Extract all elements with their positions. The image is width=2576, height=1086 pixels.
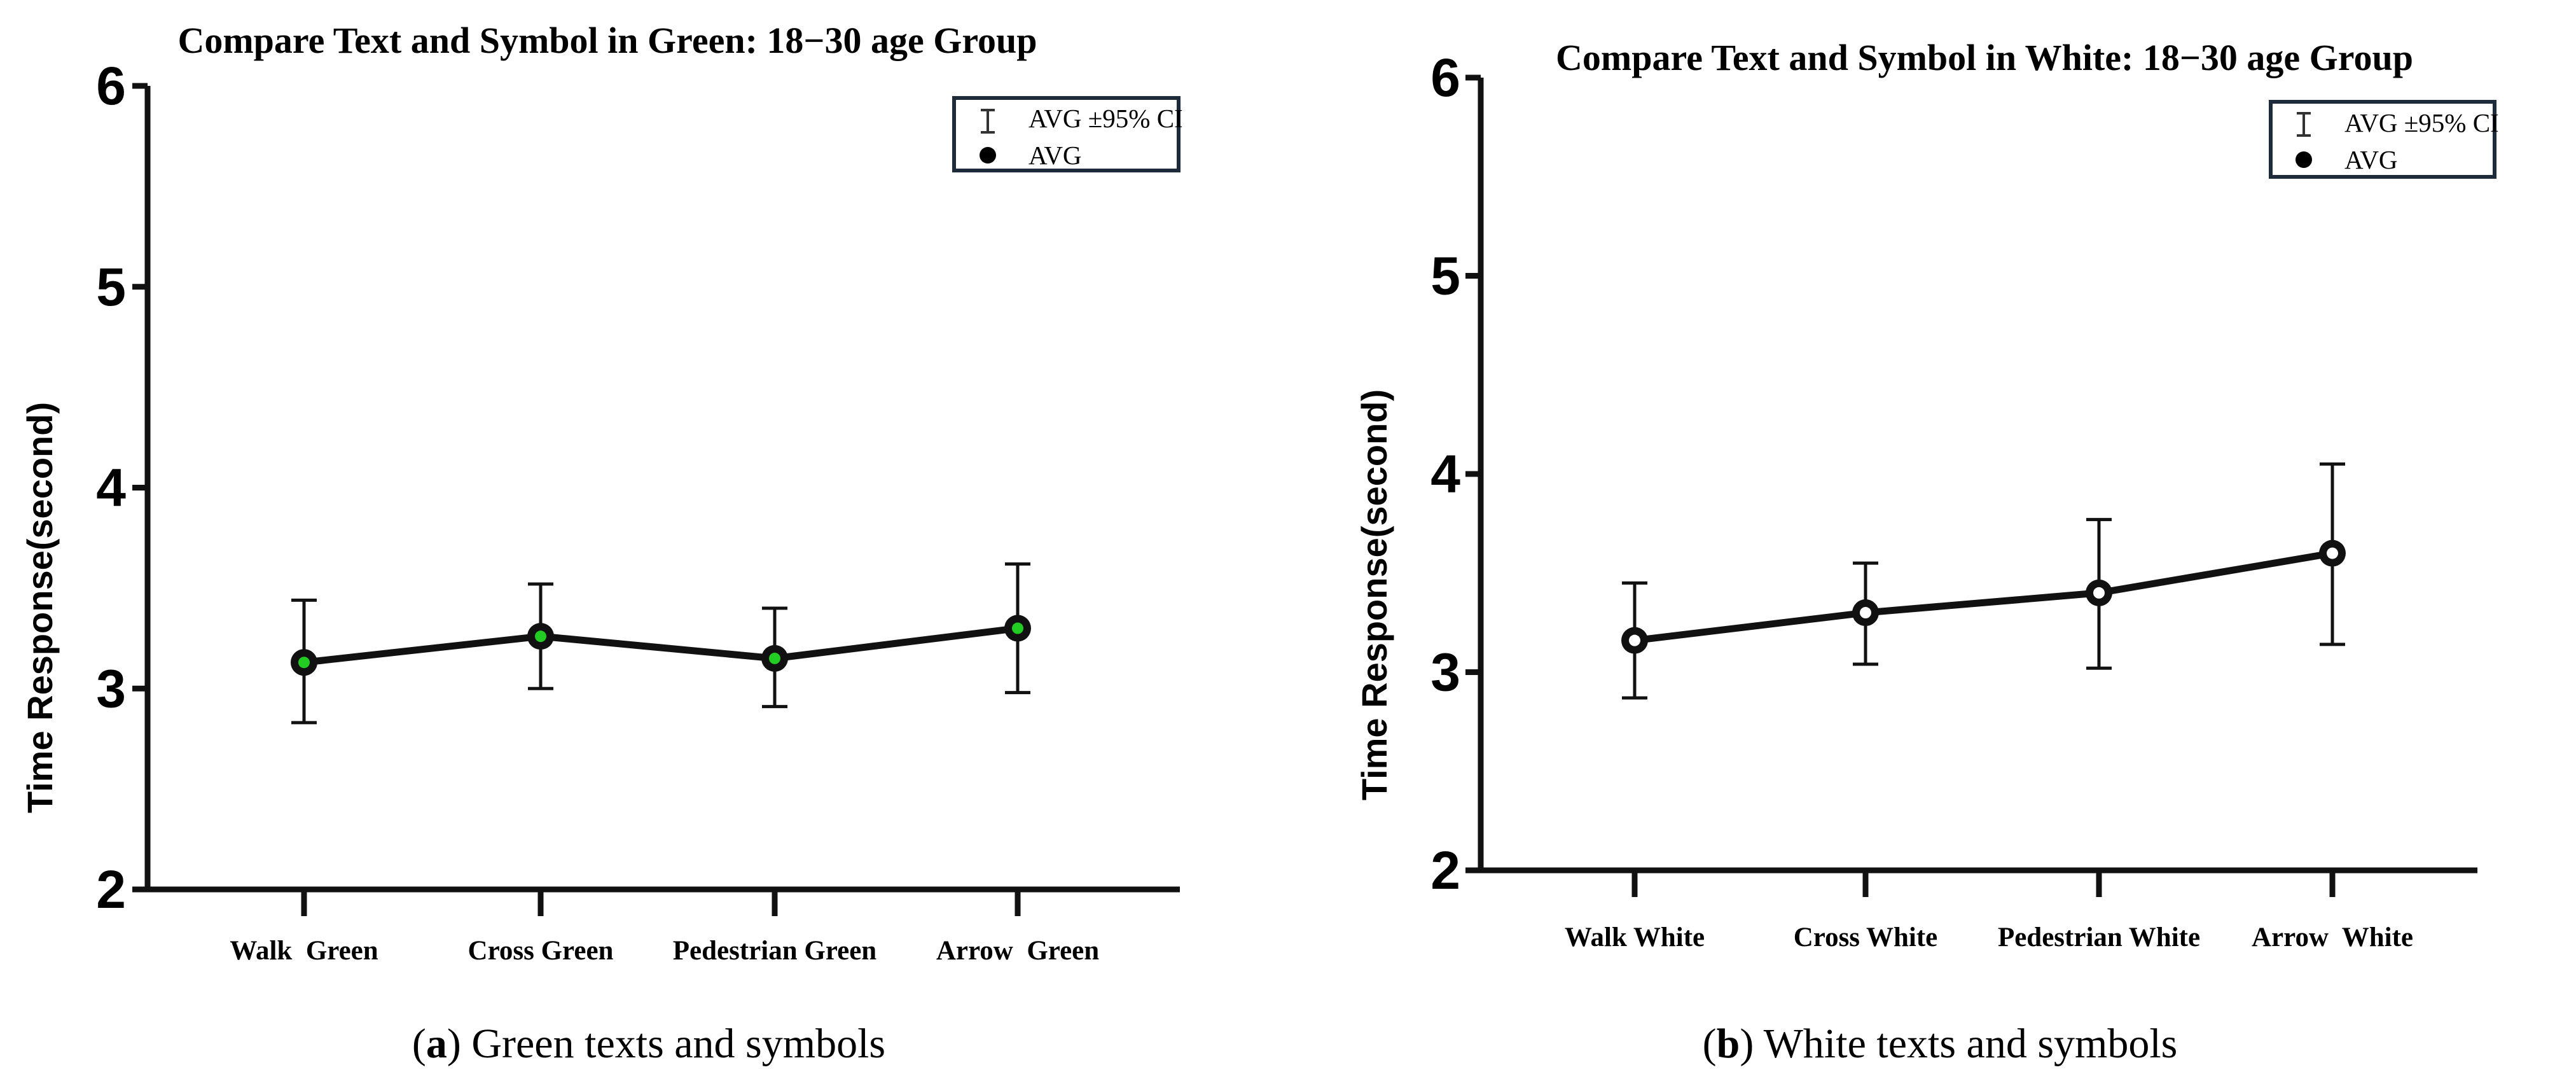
y-tick-label: 4 [1430,444,1460,504]
x-tick-label: Pedestrian White [1998,922,2200,952]
x-tick-label: Arrow White [2252,922,2413,952]
caption-text: White texts and symbols [1764,1020,2178,1067]
legend-entry-ci: AVG ±95% CI [1028,104,1183,133]
legend: AVG ±95% CI AVG [952,96,1183,172]
y-tick-label: 3 [96,658,126,718]
error-bar-icon [981,109,995,134]
caption-letter: a [426,1020,447,1067]
data-point-center [769,652,780,664]
y-tick-label: 5 [1430,246,1460,306]
data-point-center [1629,634,1640,646]
data-point-center [2093,587,2105,599]
x-tick-label: Cross Green [468,936,614,966]
data-point [1621,627,1648,654]
data-point-center [298,657,310,669]
x-tick-label: Arrow Green [936,936,1099,966]
data-point-center [535,630,546,643]
panel-caption: (b) White texts and symbols [1703,1020,2178,1067]
legend-entry-ci: AVG ±95% CI [2344,108,2499,137]
y-tick-label: 5 [96,257,126,317]
y-tick-label: 2 [96,860,126,919]
y-axis-label: Time Response(second) [20,402,60,813]
chart-panel-green: Compare Text and Symbol in Green: 18−30 … [20,20,1183,1067]
data-point [1004,615,1031,642]
series-line [1634,550,2333,644]
plot-area [1621,462,2346,700]
data-point-center [1860,607,1871,619]
dot-marker-icon [2296,151,2312,168]
chart-panel-white: Compare Text and Symbol in White: 18−30 … [1354,37,2499,1067]
data-point [527,623,554,650]
x-tick-label: Pedestrian Green [673,936,877,966]
y-axis-ticks: 2 3 4 5 6 [1430,48,1481,900]
y-tick-label: 2 [1430,840,1460,900]
data-point [1852,599,1879,627]
x-tick-label: Walk Green [230,936,378,966]
data-point-center [2327,547,2338,559]
legend: AVG ±95% CI AVG [2269,100,2499,179]
panel-caption: (a) Green texts and symbols [412,1020,885,1067]
data-point [2086,579,2112,606]
y-tick-label: 4 [96,458,126,518]
data-point [291,649,317,676]
chart-title: Compare Text and Symbol in White: 18−30 … [1556,37,2413,78]
data-point [761,644,788,672]
plot-area [291,562,1031,725]
y-tick-label: 6 [1430,48,1460,108]
x-tick-label: Walk White [1565,922,1705,952]
caption-text: Green texts and symbols [471,1020,885,1067]
data-point [2319,540,2346,567]
y-axis-label: Time Response(second) [1354,389,1394,800]
series-line [303,625,1018,666]
chart-title: Compare Text and Symbol in Green: 18−30 … [177,20,1037,61]
x-axis-ticks: Walk White Cross White Pedestrian White Arr… [1565,870,2413,952]
x-axis-ticks: Walk Green Cross Green Pedestrian Green Arr… [230,889,1099,966]
y-tick-label: 6 [96,56,126,116]
y-axis-ticks: 2 3 4 5 6 [96,56,148,919]
y-tick-label: 3 [1430,643,1460,702]
legend-entry-avg: AVG [1028,141,1082,170]
x-tick-label: Cross White [1794,922,1938,952]
dot-marker-icon [980,147,996,164]
error-bar-icon [2297,112,2311,137]
data-point-center [1012,622,1023,634]
caption-letter: b [1717,1020,1740,1067]
legend-entry-avg: AVG [2344,145,2398,174]
